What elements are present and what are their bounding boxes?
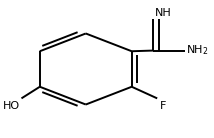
Text: NH$_2$: NH$_2$ [186, 44, 208, 57]
Text: F: F [160, 101, 167, 111]
Text: NH: NH [155, 8, 172, 18]
Text: HO: HO [3, 101, 20, 111]
